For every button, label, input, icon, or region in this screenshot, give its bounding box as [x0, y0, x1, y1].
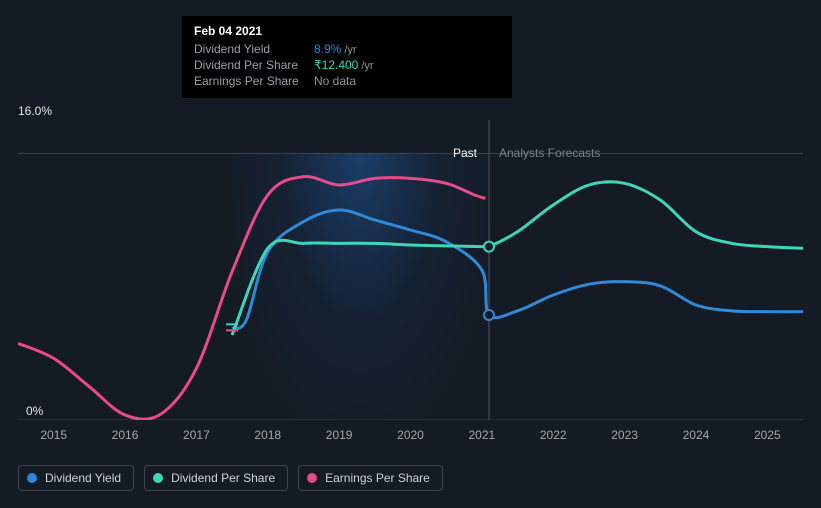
legend-item[interactable]: Dividend Yield [18, 465, 134, 491]
legend-swatch [153, 473, 163, 483]
legend-swatch [27, 473, 37, 483]
tooltip-unit: /yr [344, 44, 356, 56]
tooltip-key: Earnings Per Share [194, 74, 314, 88]
tooltip-row: Earnings Per ShareNo data [194, 74, 500, 88]
tooltip-value: ₹12.400 [314, 58, 358, 72]
x-tick: 2018 [254, 428, 281, 442]
x-tick: 2023 [611, 428, 638, 442]
x-tick: 2020 [397, 428, 424, 442]
x-tick: 2024 [683, 428, 710, 442]
y-axis-max-label: 16.0% [18, 104, 52, 118]
region-label-past: Past [453, 146, 477, 160]
chart-tooltip: Feb 04 2021 Dividend Yield8.9%/yrDividen… [182, 16, 512, 98]
x-tick: 2025 [754, 428, 781, 442]
tooltip-value: 8.9% [314, 42, 341, 56]
tooltip-key: Dividend Yield [194, 42, 314, 56]
x-tick: 2016 [112, 428, 139, 442]
x-tick: 2021 [469, 428, 496, 442]
legend-label: Earnings Per Share [325, 471, 430, 485]
marker-dividend_yield [484, 310, 494, 320]
tooltip-date: Feb 04 2021 [194, 24, 500, 38]
x-axis-labels: 2015 2016 2017 2018 2019 2020 2021 2022 2023 2024… [18, 428, 803, 448]
tooltip-row: Dividend Yield8.9%/yr [194, 42, 500, 56]
chart-legend: Dividend Yield Dividend Per Share Earnings… [18, 465, 443, 491]
series-dividend_yield [232, 210, 803, 329]
legend-item[interactable]: Earnings Per Share [298, 465, 443, 491]
x-tick: 2015 [40, 428, 67, 442]
tooltip-unit: /yr [361, 60, 373, 72]
tooltip-key: Dividend Per Share [194, 58, 314, 72]
x-tick: 2019 [326, 428, 353, 442]
legend-swatch [307, 473, 317, 483]
x-tick: 2022 [540, 428, 567, 442]
marker-dividend_per_share [484, 242, 494, 252]
chart-plot-area[interactable] [18, 120, 803, 420]
dividend-chart: 16.0% 0% Past Analysts Forecasts 2015201… [0, 0, 821, 508]
tooltip-value: No data [314, 74, 356, 88]
x-tick: 2017 [183, 428, 210, 442]
legend-label: Dividend Yield [45, 471, 121, 485]
legend-label: Dividend Per Share [171, 471, 275, 485]
legend-item[interactable]: Dividend Per Share [144, 465, 288, 491]
region-label-forecasts: Analysts Forecasts [499, 146, 600, 160]
tooltip-row: Dividend Per Share₹12.400/yr [194, 58, 500, 72]
